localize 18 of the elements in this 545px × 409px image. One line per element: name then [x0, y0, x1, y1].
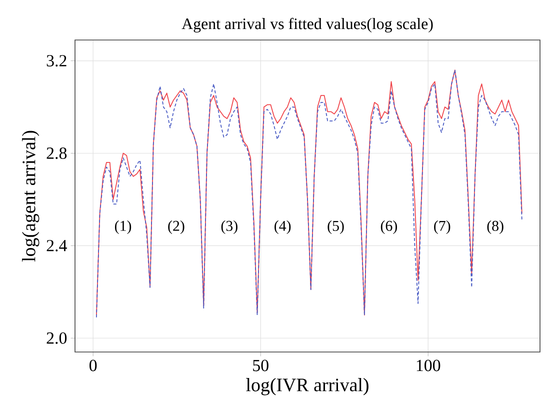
annotation: (7) — [434, 220, 450, 234]
annotation: (4) — [274, 220, 291, 234]
annotation: (1) — [114, 220, 132, 234]
annotation: (8) — [487, 220, 504, 234]
annotation: (2) — [168, 220, 184, 234]
y-axis-title: log(agent arrival) — [22, 130, 40, 262]
annotation: (5) — [328, 220, 344, 234]
x-axis-title: log(IVR arrival) — [246, 378, 368, 396]
y-tick-label: 3.2 — [46, 55, 66, 67]
x-tick-label: 100 — [416, 360, 440, 372]
annotation: (3) — [221, 220, 238, 234]
annotation: (6) — [380, 220, 397, 234]
x-tick-label: 0 — [90, 360, 97, 372]
x-tick-label: 50 — [253, 360, 268, 372]
y-tick-label: 2.4 — [46, 240, 67, 252]
y-tick-label: 2.0 — [46, 332, 67, 344]
chart-title: Agent arrival vs fitted values(log scale) — [182, 18, 433, 32]
y-tick-label: 2.8 — [46, 147, 67, 159]
